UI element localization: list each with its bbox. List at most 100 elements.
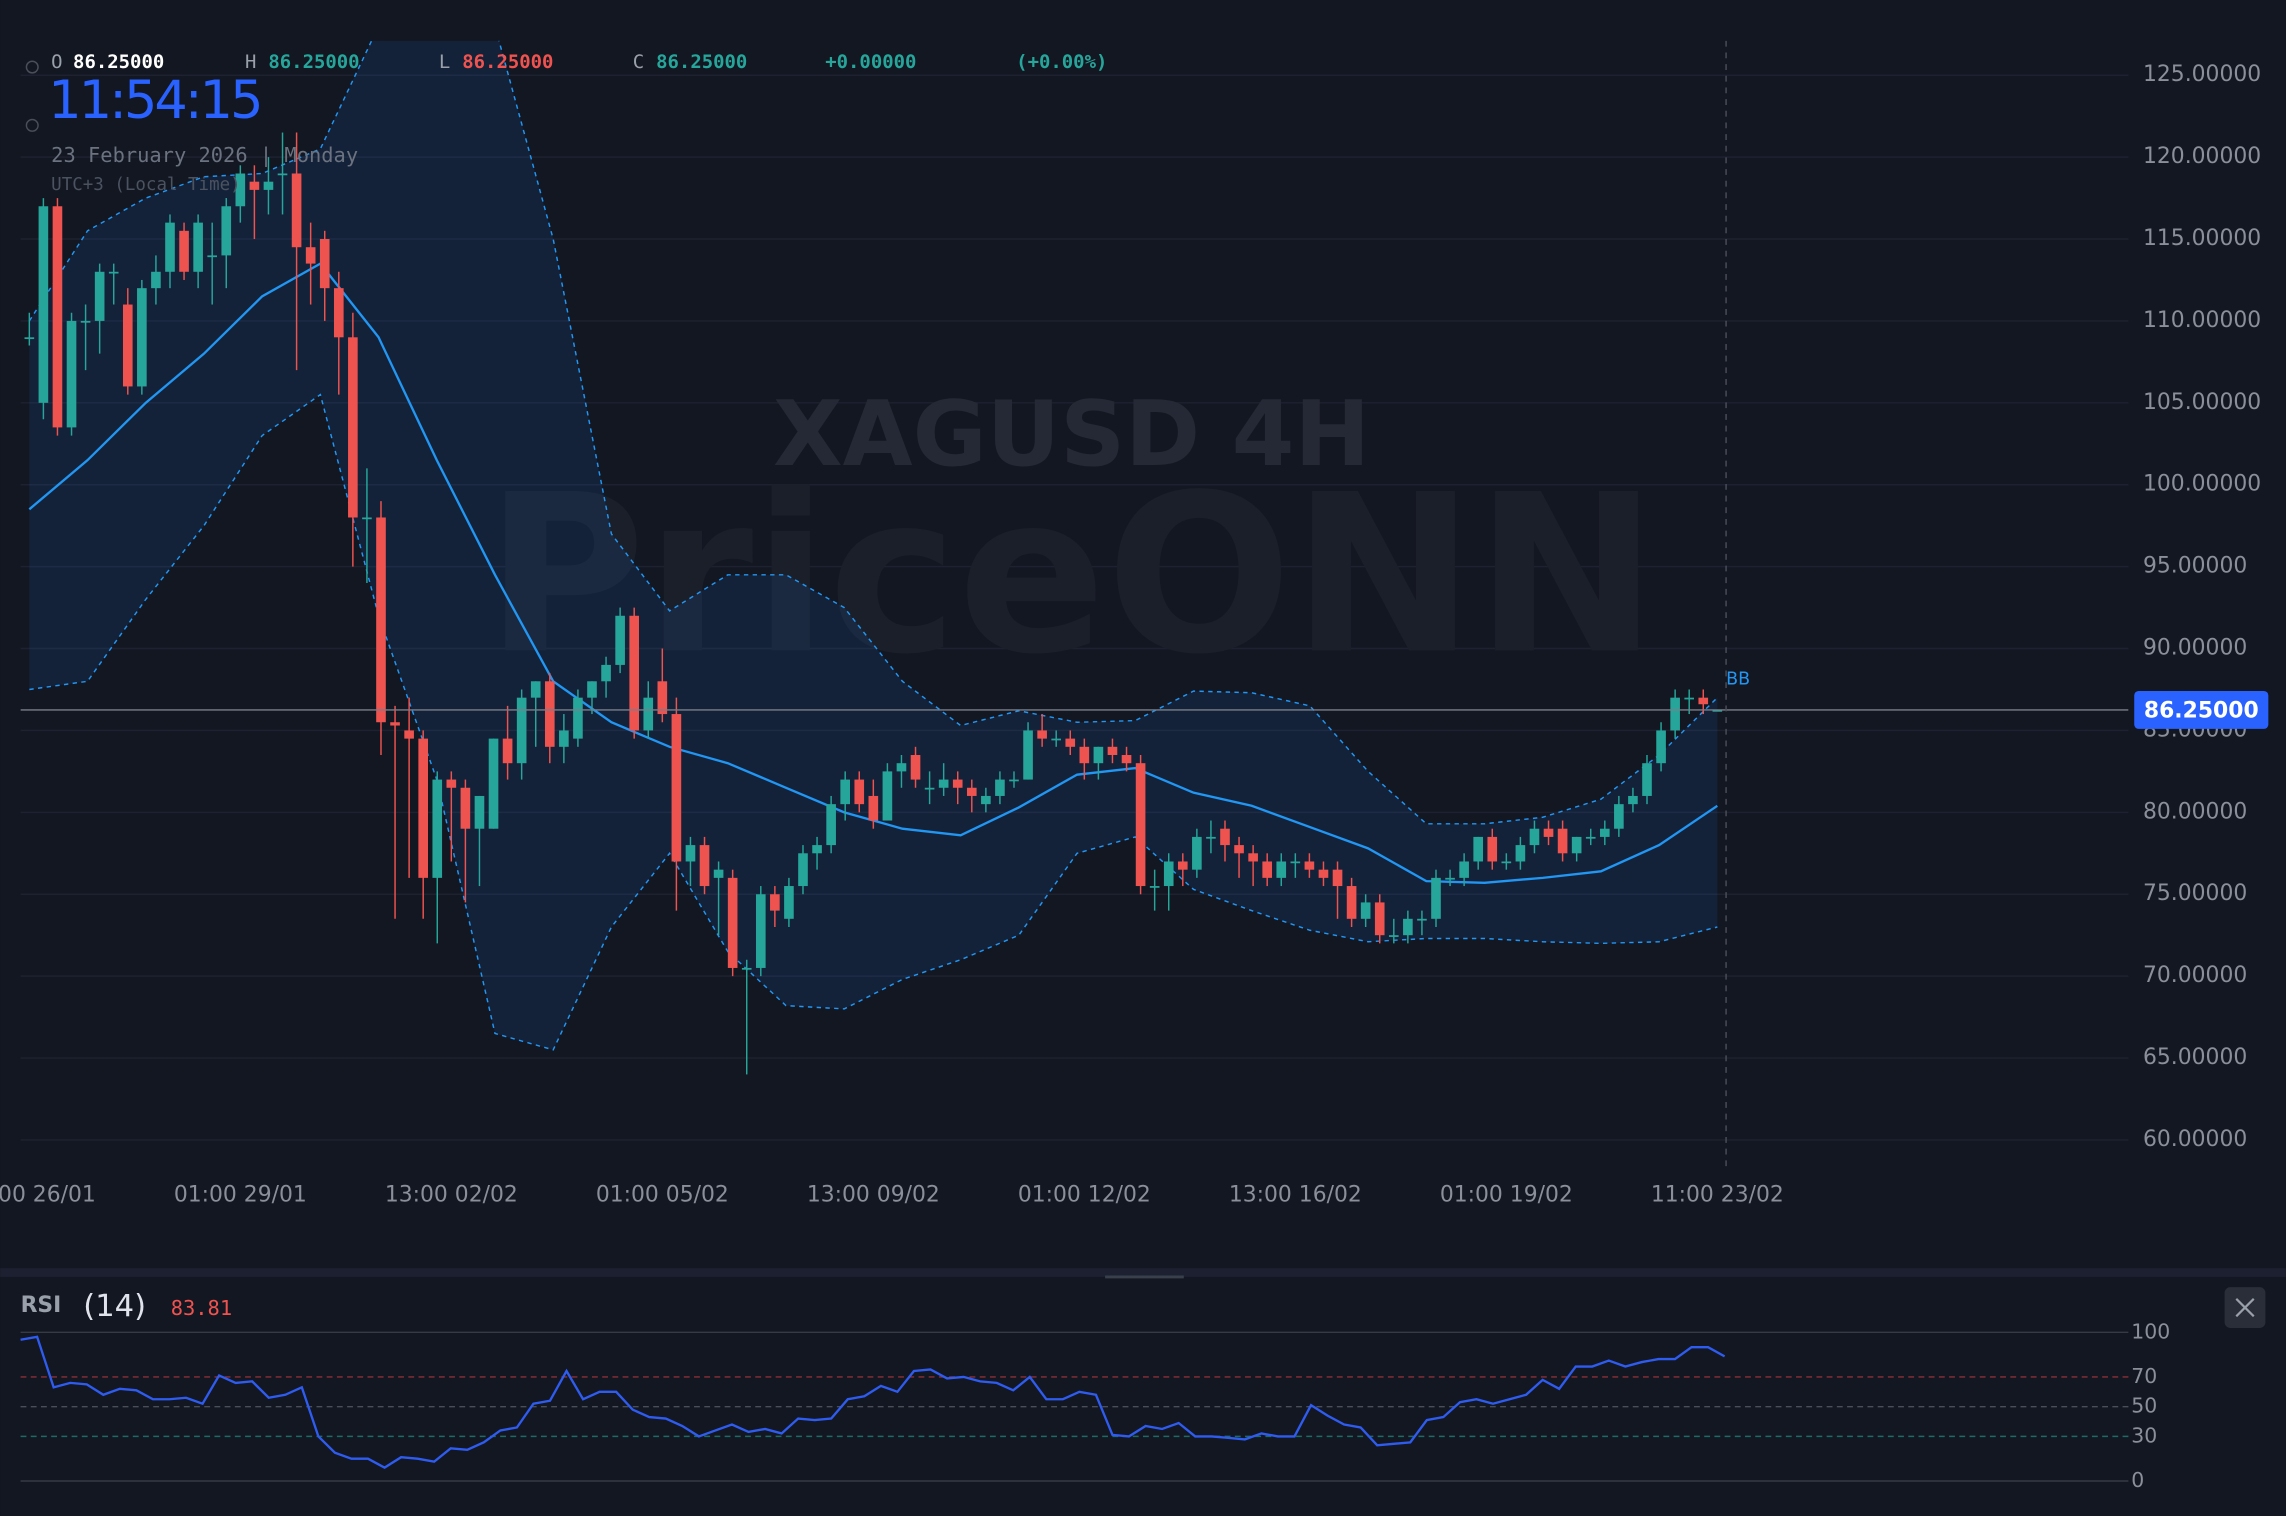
close-button[interactable] [2224, 1287, 2266, 1328]
candle-body [137, 288, 147, 387]
close-icon[interactable] [2235, 1298, 2255, 1318]
watermark-brand: PriceONN [485, 447, 1658, 702]
rsi-current: 83.81 [171, 1296, 232, 1320]
candle-body [1388, 935, 1399, 937]
candle-body [671, 714, 682, 862]
candle-body [1290, 861, 1301, 864]
candle-body [882, 771, 893, 821]
candle-body [207, 255, 218, 258]
candle-body [263, 181, 274, 190]
candle-body [80, 320, 91, 323]
candle-body [924, 787, 935, 790]
change-pct: (+0.00%) [1016, 51, 1107, 73]
candle-body [333, 288, 344, 338]
x-tick-label: 01:00 29/01 [174, 1182, 307, 1207]
timezone: UTC+3 (Local Time) [51, 175, 240, 195]
candle-body [122, 304, 133, 387]
candle-body [995, 779, 1005, 796]
candle-body [1374, 902, 1385, 936]
candle-body [699, 845, 710, 887]
x-tick-label: 01:00 05/02 [596, 1182, 729, 1207]
candle-body [1318, 869, 1329, 878]
candle-body [404, 730, 414, 739]
rsi-pane: 0 30 50 70 100 [20, 1319, 2170, 1492]
candle-body [1037, 730, 1047, 739]
candle-body [1642, 763, 1652, 796]
low-value: 86.25000 [462, 51, 553, 73]
candle-body [1698, 697, 1709, 705]
plot-area [20, 40, 2129, 1075]
candle-body [1220, 828, 1230, 846]
candle-body [488, 738, 499, 829]
x-tick-label: 13:00 02/02 [385, 1182, 518, 1207]
candle-body [1107, 746, 1118, 756]
x-tick-label: 01:00 12/02 [1018, 1182, 1151, 1207]
ohlc-header: O 86.25000 H 86.25000 L 86.25000 C 86.25… [51, 51, 1107, 73]
candle-body [812, 845, 822, 854]
open-value: 86.25000 [73, 51, 164, 73]
candle-body [1417, 918, 1427, 921]
candle-body [1614, 804, 1624, 829]
candle-body [1403, 918, 1413, 936]
candle-body [1684, 697, 1695, 700]
candle-body [840, 779, 851, 805]
candle-body [1529, 828, 1540, 846]
candle-body [1149, 886, 1160, 888]
candle-body [1501, 861, 1512, 864]
candle-body [643, 697, 654, 731]
x-tick-label: 13:00 09/02 [807, 1182, 940, 1207]
rsi-tick-label: 70 [2131, 1364, 2157, 1388]
candle-body [1248, 853, 1258, 862]
candle-body [1093, 746, 1104, 764]
candle-body [1473, 836, 1484, 862]
last-price-label: 86.25000 [2144, 698, 2259, 723]
candle-body [896, 763, 907, 772]
candle-body [1051, 738, 1062, 741]
candle-body [615, 615, 625, 665]
change: +0.00000 [825, 51, 916, 73]
candle-body [826, 804, 836, 846]
candle-body [938, 779, 949, 788]
rsi-title: RSI [21, 1293, 62, 1318]
candle-body [460, 787, 471, 829]
candle-body [1276, 861, 1287, 878]
candle-body [798, 853, 808, 887]
candle-body [390, 722, 400, 726]
high-label: H [245, 51, 256, 73]
candle-body [1599, 828, 1610, 837]
candle-body [854, 779, 865, 805]
close-label: C [633, 51, 644, 73]
date: 23 February 2026 | Monday [51, 143, 358, 168]
candle-body [52, 206, 63, 428]
y-tick-label: 80.00000 [2143, 799, 2247, 824]
candle-body [446, 779, 457, 788]
candle-body [362, 517, 372, 520]
y-tick-label: 90.00000 [2143, 636, 2247, 661]
candle-body [657, 681, 668, 715]
watermark-symbol: XAGUSD 4H [773, 382, 1370, 487]
candle-body [108, 271, 119, 274]
y-tick-label: 110.00000 [2143, 308, 2261, 333]
candle-body [1346, 886, 1357, 919]
candle-body [516, 697, 527, 764]
eye-icon[interactable] [25, 60, 39, 74]
candle-body [1712, 709, 1723, 712]
rsi-tick-label: 100 [2131, 1319, 2170, 1343]
candle-body [573, 697, 583, 739]
candle-body [741, 967, 752, 970]
candle-body [291, 173, 302, 248]
candle-body [530, 681, 541, 698]
eye-icon[interactable] [25, 118, 39, 132]
candle-body [1360, 902, 1371, 919]
candle-body [1557, 828, 1568, 854]
pane-separator[interactable] [0, 1268, 2286, 1277]
candle-body [770, 894, 780, 911]
candle-body [1163, 861, 1174, 887]
candle-body [1515, 845, 1526, 862]
rsi-tick-label: 50 [2131, 1394, 2157, 1418]
candle-body [587, 681, 597, 698]
candle-body [981, 795, 991, 805]
candle-body [1023, 730, 1033, 780]
